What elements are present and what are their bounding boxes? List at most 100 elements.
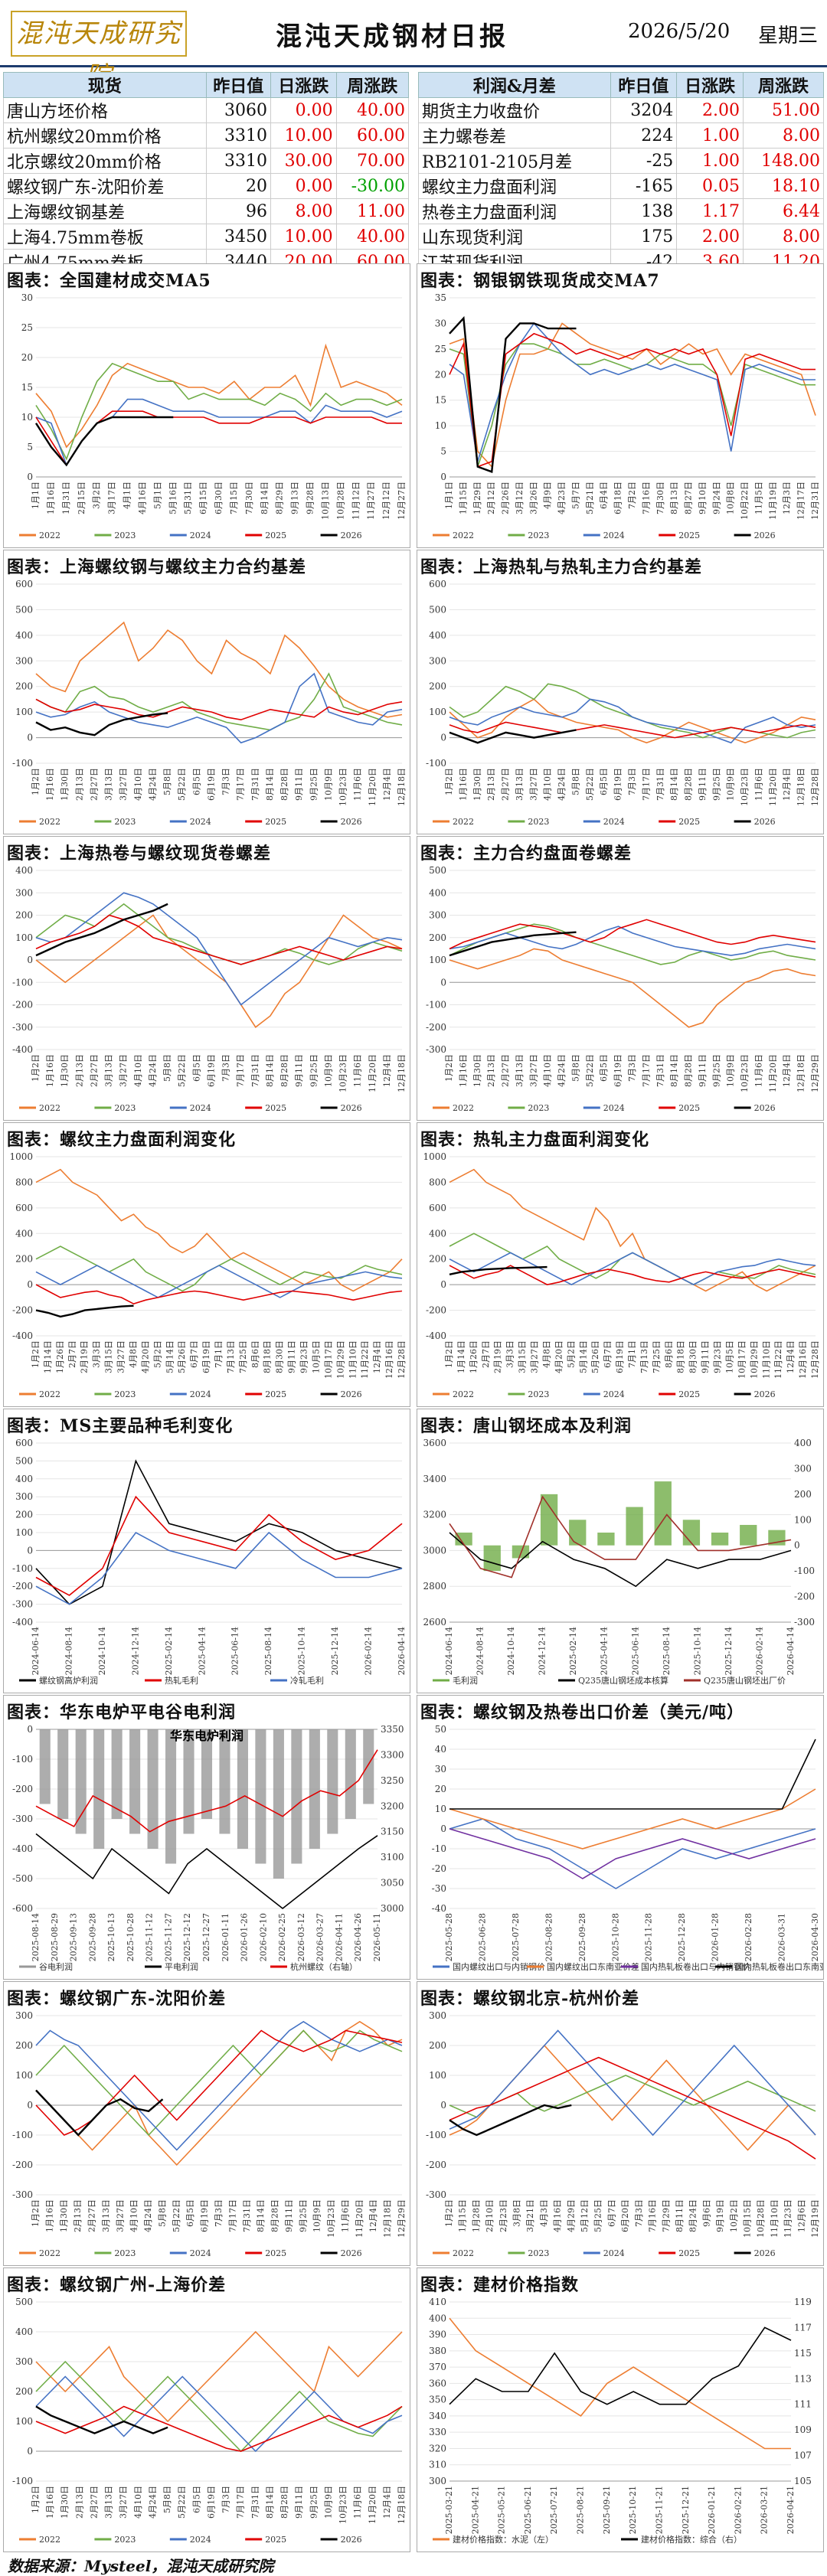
x-tick-label: 2025-08-14 xyxy=(263,1627,273,1675)
x-tick-label: 2月13日 xyxy=(74,1054,84,1087)
y-tick-label: 370 xyxy=(429,2362,446,2372)
series-line xyxy=(449,1495,792,1579)
x-tick-label: 3月13日 xyxy=(104,1054,114,1087)
chart-title: 图表：主力合约盘面卷螺差 xyxy=(420,844,633,864)
table-row: 热卷主力盘面利润 138 1.17 6.44 xyxy=(418,198,825,224)
x-tick-label: 2025-08-28 xyxy=(544,1913,554,1961)
x-tick-label: 1月30日 xyxy=(59,2199,69,2232)
x-tick-label: 8月11日 xyxy=(675,2199,685,2232)
y-tick-label: 300 xyxy=(429,910,446,921)
legend-label: 2023 xyxy=(528,817,549,827)
series-line xyxy=(35,1304,134,1318)
y2-tick-label: 119 xyxy=(794,2297,812,2307)
x-tick-label: 9月10日 xyxy=(698,482,708,514)
y-tick-label: -100 xyxy=(12,1563,33,1574)
y-tick-label: 0 xyxy=(27,2100,33,2111)
series-line xyxy=(35,410,402,466)
row-value: 30.00 xyxy=(270,148,337,174)
x-tick-label: 3月27日 xyxy=(119,768,129,801)
y-tick-label: 40 xyxy=(435,1744,446,1755)
y-tick-label: 300 xyxy=(429,2010,446,2021)
y2-tick-label: 400 xyxy=(794,1438,812,1448)
x-tick-label: 10月23日 xyxy=(740,1054,750,1092)
x-tick-label: 5月16日 xyxy=(168,482,178,514)
y2-tick-label: 3050 xyxy=(381,1878,404,1889)
x-tick-label: 1月30日 xyxy=(472,768,482,801)
x-tick-label: 2025-11-27 xyxy=(163,1913,173,1961)
x-tick-label: 2025-12-12 xyxy=(182,1913,192,1961)
y-tick-label: 200 xyxy=(15,1510,33,1520)
x-tick-label: 2025-08-14 xyxy=(662,1627,672,1675)
x-tick-label: 5月22日 xyxy=(585,1054,595,1087)
series-line xyxy=(35,2029,403,2137)
x-tick-label: 5月7日 xyxy=(570,482,580,509)
x-tick-label: 7月13日 xyxy=(639,1340,649,1373)
x-tick-label: 10月23日 xyxy=(326,2199,336,2238)
y-tick-label: -300 xyxy=(426,2189,446,2200)
chart-title: 图表：上海螺纹钢与螺纹主力合约基差 xyxy=(7,557,307,577)
legend-label: 2026 xyxy=(341,531,362,540)
bar-mark xyxy=(147,1729,159,1849)
x-tick-label: 2月13日 xyxy=(486,768,496,801)
y-tick-label: 330 xyxy=(429,2427,446,2437)
series-line xyxy=(35,2089,164,2137)
x-tick-label: 2026-02-10 xyxy=(258,1913,268,1961)
y-tick-label: 200 xyxy=(429,1254,446,1265)
bar-mark xyxy=(75,1729,87,1834)
x-tick-label: 9月25日 xyxy=(309,768,319,801)
row-value: 60.00 xyxy=(335,122,410,149)
legend-label: 2026 xyxy=(754,817,776,827)
x-tick-label: 8月28日 xyxy=(279,2486,289,2519)
y-tick-label: 200 xyxy=(429,681,446,692)
x-tick-label: 2025-09-28 xyxy=(87,1913,97,1961)
x-tick-label: 1月16日 xyxy=(44,2199,54,2232)
table-header: 周涨跌 xyxy=(742,72,825,98)
x-tick-label: 3月13日 xyxy=(101,2199,111,2232)
y-tick-label: 800 xyxy=(429,1177,446,1187)
x-tick-label: 11月23日 xyxy=(783,2199,793,2238)
y-tick-label: 400 xyxy=(15,1474,33,1484)
x-tick-label: 10月15日 xyxy=(742,2199,752,2238)
x-tick-label: 1月15日 xyxy=(458,482,468,514)
legend-label: 2024 xyxy=(603,1389,625,1399)
bar-mark xyxy=(569,1520,587,1546)
x-tick-label: 1月28日 xyxy=(471,2199,481,2232)
y-tick-label: 0 xyxy=(440,2100,446,2111)
x-tick-label: 7月29日 xyxy=(661,2199,671,2232)
legend-label: 螺纹钢高炉利润 xyxy=(39,1675,98,1686)
legend-label: 2025 xyxy=(678,2248,700,2258)
x-tick-label: 5月22日 xyxy=(177,768,187,801)
x-tick-label: 3月13日 xyxy=(104,2486,114,2519)
x-tick-label: 3月12日 xyxy=(515,482,525,514)
x-tick-label: 2025-10-14 xyxy=(297,1627,307,1675)
y-tick-label: -200 xyxy=(12,2160,33,2170)
x-tick-label: 2026-04-21 xyxy=(786,2486,796,2534)
x-tick-label: 2月19日 xyxy=(80,1340,90,1373)
report-header: 混沌天成研究院 混沌天成钢材日报 2026/5/20 星期三 xyxy=(0,0,827,92)
chart-svg: -100 0 100 200 300 400 500 600 1月2日 1月16日 1月30日 2月1… xyxy=(12,579,407,827)
x-tick-label: 8月30日 xyxy=(688,1340,698,1373)
y2-tick-label: 3350 xyxy=(381,1724,404,1735)
bar-mark xyxy=(39,1729,51,1804)
series-line xyxy=(449,1252,816,1286)
y-tick-label: -400 xyxy=(12,1330,33,1341)
x-tick-label: 3月27日 xyxy=(528,768,538,801)
y2-tick-label: 115 xyxy=(794,2348,812,2359)
legend-label: 2023 xyxy=(114,1103,136,1113)
table-header: 昨日值 xyxy=(610,72,678,98)
chart-svg: -40 -30 -20 -10 0 10 20 30 40 50 2025-05-28 2025-06… xyxy=(432,1724,823,1972)
x-tick-label: 2月27日 xyxy=(89,1054,99,1087)
x-tick-label: 9月11日 xyxy=(287,1340,297,1373)
legend-label: 2023 xyxy=(114,531,136,540)
y-tick-label: 340 xyxy=(429,2411,446,2421)
x-tick-label: 3月21日 xyxy=(525,2199,535,2232)
table-row: 主力螺卷差 224 1.00 8.00 xyxy=(418,122,825,149)
row-value: 224 xyxy=(610,122,678,149)
row-value: 8.00 xyxy=(742,224,825,250)
x-tick-label: 3月13日 xyxy=(515,768,525,801)
row-value: 3060 xyxy=(205,97,272,123)
series-line xyxy=(35,2360,403,2453)
x-tick-label: 2026-01-21 xyxy=(707,2486,717,2534)
x-tick-label: 2月23日 xyxy=(498,2199,508,2232)
y-tick-label: 600 xyxy=(15,1203,33,1213)
